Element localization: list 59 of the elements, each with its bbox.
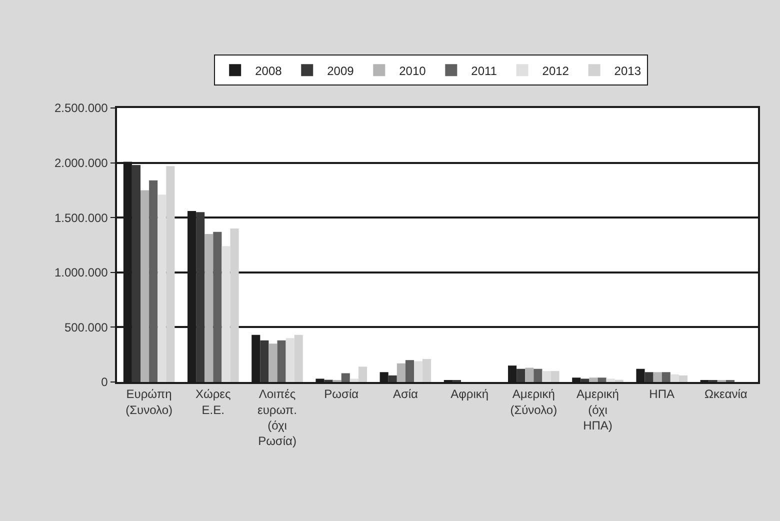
bar [358,366,367,382]
bar [166,166,175,382]
bar [341,373,350,382]
bar [286,338,294,382]
x-tick-label: ΗΠΑ [649,387,675,402]
x-tick-label: Ωκεανία [704,387,748,402]
bar [294,334,303,382]
bar [350,378,358,382]
bar [396,363,406,382]
y-tick-label: 500.000 [64,320,108,334]
bar [277,340,286,382]
y-tick-label: 1.500.000 [54,210,108,225]
legend-label: 2013 [614,64,642,78]
bar [598,378,606,382]
bar [268,344,278,382]
bar [422,358,432,382]
legend-label: 2011 [471,64,498,78]
bar [132,164,140,382]
bar [550,371,560,382]
bar [414,361,423,382]
bar [213,232,222,382]
bar [644,372,654,382]
bar [140,190,150,382]
y-tick-label: 1.000.000 [54,266,108,280]
bar [516,368,526,382]
legend-label: 2010 [399,64,426,78]
legend-label: 2008 [255,64,282,78]
x-tick-label: Λοιπές ευρωπ. (όχι Ρωσία) [257,387,298,448]
x-tick-label: Αμερική (Σύνολο) [510,387,558,417]
bar [204,234,214,382]
bar [260,340,269,382]
bar [678,375,688,382]
x-tick-label: Ευρώπη (Συνολο) [126,387,173,417]
bar [653,372,662,382]
y-tick-label: 0 [101,375,108,390]
bar [542,371,551,382]
bar [230,228,239,382]
legend-label: 2009 [327,64,354,78]
y-tick-label: 2.000.000 [54,156,108,170]
bar [589,378,598,382]
bar [405,360,414,382]
x-tick-label: Αμερική (όχι ΗΠΑ) [576,387,619,432]
x-tick-label: Χώρες Ε.Ε. [195,387,232,417]
bar [158,194,166,382]
bar [222,246,230,382]
bar [580,378,590,382]
y-tick-label: 2.500.000 [54,101,108,116]
bar [525,368,534,382]
bar [662,372,670,382]
x-tick-label: Ασία [392,387,418,402]
bar [670,374,679,382]
bar [196,212,205,382]
bar [534,368,542,382]
x-tick-label: Αφρική [450,387,489,402]
bar [388,375,397,382]
bar [606,378,615,382]
legend-label: 2012 [542,64,570,78]
bar [149,180,158,382]
x-tick-label: Ρωσία [324,387,359,402]
